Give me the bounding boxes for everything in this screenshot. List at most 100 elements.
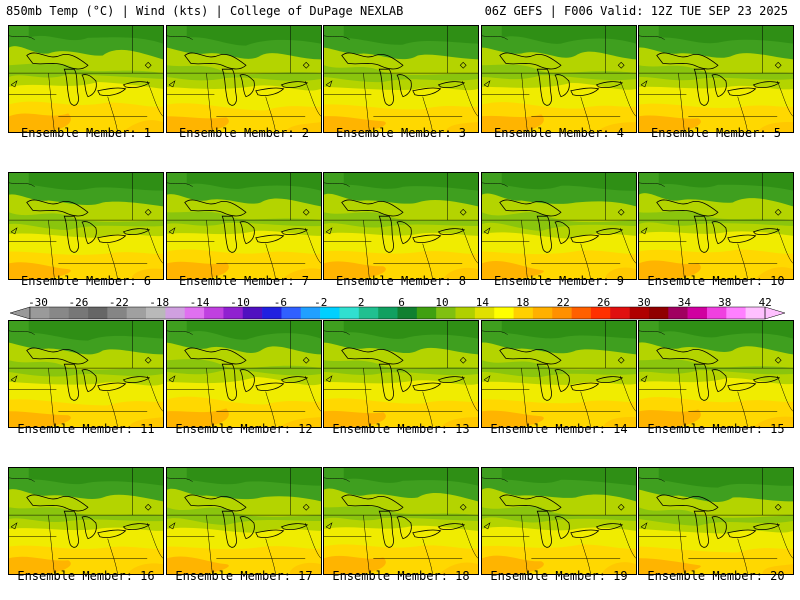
member-caption: Ensemble Member: 9: [493, 274, 625, 288]
member-caption: Ensemble Member: 3: [335, 126, 467, 140]
map-panel: [166, 320, 322, 428]
scale-label: 38: [718, 296, 732, 309]
map-panel: [323, 172, 479, 280]
scale-label: 26: [596, 296, 611, 309]
member-caption: Ensemble Member: 2: [178, 126, 310, 140]
member-caption: Ensemble Member: 16: [17, 569, 155, 583]
member-caption: Ensemble Member: 14: [490, 422, 628, 436]
scale-swatch: [648, 307, 669, 319]
scale-swatch: [88, 307, 108, 319]
scale-label: 22: [556, 296, 570, 309]
scale-swatch: [262, 307, 282, 319]
map-panel: [8, 172, 164, 280]
scale-swatch: [590, 307, 611, 319]
map-panel: [166, 172, 322, 280]
map-panel: [638, 172, 794, 280]
scale-label: 10: [435, 296, 449, 309]
scale-swatch: [455, 307, 476, 319]
scale-label: 2: [357, 296, 365, 309]
scale-label: -6: [273, 296, 288, 309]
scale-label: -26: [68, 296, 89, 309]
scale-swatch: [668, 307, 688, 319]
scale-swatch: [49, 307, 69, 319]
member-caption: Ensemble Member: 6: [20, 274, 152, 288]
scale-swatch: [146, 307, 166, 319]
map-panel: [8, 320, 164, 428]
scale-swatch: [30, 307, 50, 319]
member-caption: Ensemble Member: 1: [20, 126, 152, 140]
scale-swatch: [126, 307, 147, 319]
scale-swatch: [629, 307, 650, 319]
scale-label: -10: [230, 296, 250, 309]
scale-min-arrow: [10, 306, 31, 320]
scale-label: -30: [28, 296, 48, 309]
scale-swatch: [397, 307, 418, 319]
map-panel: [481, 172, 637, 280]
scale-swatch: [339, 307, 360, 319]
scale-swatch: [68, 307, 89, 319]
scale-label: 6: [398, 296, 405, 309]
member-caption: Ensemble Member: 8: [335, 274, 467, 288]
member-caption: Ensemble Member: 15: [647, 422, 785, 436]
map-panel: [638, 320, 794, 428]
member-caption: Ensemble Member: 17: [175, 569, 313, 583]
color-scale-labels: -30 -26 -22 -18 -14 -10 -6 -2 2 6 10 14 18 22 26 30 34 38…: [0, 296, 800, 309]
scale-swatch: [532, 307, 553, 319]
member-caption: Ensemble Member: 7: [178, 274, 310, 288]
map-panel: [481, 320, 637, 428]
scale-swatch: [165, 307, 186, 319]
scale-label: -2: [314, 296, 328, 309]
map-panel: [638, 25, 794, 133]
member-caption: Ensemble Member: 13: [332, 422, 470, 436]
color-scale-bar: [10, 306, 785, 320]
scale-swatch: [223, 307, 244, 319]
map-panel: [638, 467, 794, 575]
map-panel: [166, 25, 322, 133]
scale-swatch: [416, 307, 437, 319]
chart-title: 850mb Temp (°C) | Wind (kts) | College o…: [6, 4, 404, 18]
member-caption: Ensemble Member: 4: [493, 126, 625, 140]
scale-swatch: [494, 307, 514, 319]
scale-swatch: [687, 307, 708, 319]
map-panel: [8, 25, 164, 133]
scale-label: -22: [108, 296, 129, 309]
scale-swatch: [300, 307, 321, 319]
member-caption: Ensemble Member: 5: [650, 126, 782, 140]
scale-swatch: [281, 307, 302, 319]
scale-swatch: [204, 307, 224, 319]
scale-swatch: [474, 307, 495, 319]
scale-swatch: [436, 307, 456, 319]
scale-swatch: [184, 307, 205, 319]
scale-label: 14: [475, 296, 490, 309]
scale-swatch: [726, 307, 746, 319]
member-caption: Ensemble Member: 19: [490, 569, 628, 583]
member-caption: Ensemble Member: 10: [647, 274, 785, 288]
scale-swatch: [378, 307, 398, 319]
map-panel: [323, 467, 479, 575]
member-caption: Ensemble Member: 18: [332, 569, 470, 583]
map-panel: [481, 25, 637, 133]
member-caption: Ensemble Member: 12: [175, 422, 313, 436]
scale-swatch: [552, 307, 572, 319]
scale-swatch: [107, 307, 128, 319]
scale-label: 34: [677, 296, 692, 309]
map-panel: [166, 467, 322, 575]
scale-swatch: [242, 307, 263, 319]
scale-swatch: [320, 307, 340, 319]
map-panel: [323, 25, 479, 133]
scale-label: 18: [516, 296, 530, 309]
scale-swatch: [358, 307, 379, 319]
member-caption: Ensemble Member: 20: [647, 569, 785, 583]
scale-swatch: [745, 307, 766, 319]
scale-label: 42: [758, 296, 772, 309]
map-panel: [8, 467, 164, 575]
member-caption: Ensemble Member: 11: [17, 422, 155, 436]
scale-label: 30: [637, 296, 651, 309]
run-info: 06Z GEFS | F006 Valid: 12Z TUE SEP 23 20…: [484, 4, 788, 18]
map-panel: [481, 467, 637, 575]
scale-swatch: [513, 307, 534, 319]
scale-frame: [29, 306, 766, 320]
scale-label: -14: [189, 296, 210, 309]
scale-swatch: [610, 307, 630, 319]
scale-label: -18: [149, 296, 170, 309]
